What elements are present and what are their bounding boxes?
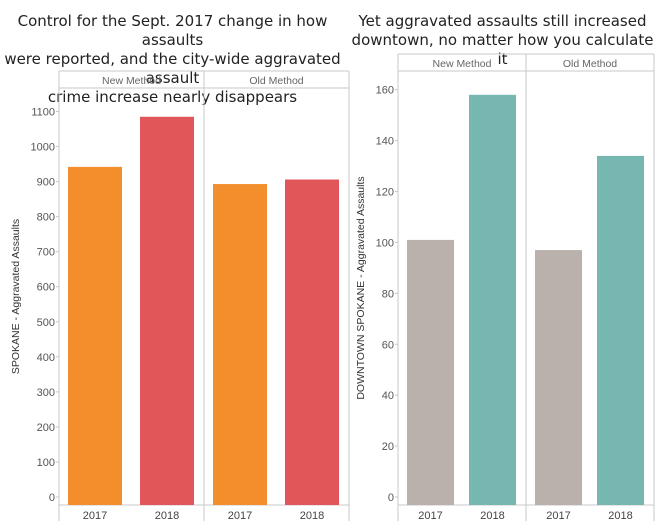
- x-tick-label: 2017: [418, 510, 442, 522]
- x-tick-label: 2018: [300, 510, 324, 522]
- y-tick-label: 120: [376, 187, 394, 199]
- chart-title-right: Yet aggravated assaults still increased …: [351, 12, 654, 68]
- bar: [535, 250, 582, 505]
- y-tick-label: 1000: [31, 142, 55, 154]
- y-tick-label: 60: [382, 339, 394, 351]
- y-tick-label: 40: [382, 390, 394, 402]
- y-tick-label: 100: [37, 457, 55, 469]
- y-tick-label: 300: [37, 387, 55, 399]
- x-tick-label: 2018: [608, 510, 632, 522]
- y-tick-label: 0: [49, 492, 55, 504]
- y-tick-label: 20: [382, 441, 394, 453]
- bar: [407, 239, 454, 505]
- panel-label: Old Method: [563, 58, 617, 70]
- x-tick-label: 2017: [228, 510, 252, 522]
- y-tick-label: 400: [37, 352, 55, 364]
- x-tick-label: 2018: [155, 510, 179, 522]
- y-tick-label: 160: [376, 85, 394, 97]
- panel-label: New Method: [433, 58, 492, 70]
- panel-label: Old Method: [249, 75, 303, 87]
- y-tick-label: 80: [382, 288, 394, 300]
- y-tick-label: 800: [37, 212, 55, 224]
- bar: [140, 116, 194, 505]
- bar: [469, 94, 516, 506]
- y-tick-label: 0: [388, 492, 394, 504]
- y-tick-label: 1100: [31, 107, 55, 119]
- x-tick-label: 2017: [83, 510, 107, 522]
- y-tick-label: 900: [37, 177, 55, 189]
- x-tick-label: 2018: [480, 510, 504, 522]
- y-tick-label: 100: [376, 237, 394, 249]
- y-tick-label: 700: [37, 247, 55, 259]
- y-tick-label: 600: [37, 282, 55, 294]
- bar: [597, 155, 644, 505]
- x-tick-label: 2017: [546, 510, 570, 522]
- y-tick-label: 200: [37, 422, 55, 434]
- bar: [285, 179, 339, 505]
- y-tick-label: 500: [37, 317, 55, 329]
- y-axis-title: DOWNTOWN SPOKANE - Aggravated Assaults: [355, 176, 367, 399]
- y-tick-label: 140: [376, 136, 394, 148]
- panel-label: New Method: [102, 75, 161, 87]
- bar: [68, 166, 122, 505]
- chart-title-left: Control for the Sept. 2017 change in how…: [4, 12, 341, 106]
- bar: [213, 184, 267, 505]
- y-axis-title: SPOKANE - Aggravated Assaults: [10, 219, 22, 374]
